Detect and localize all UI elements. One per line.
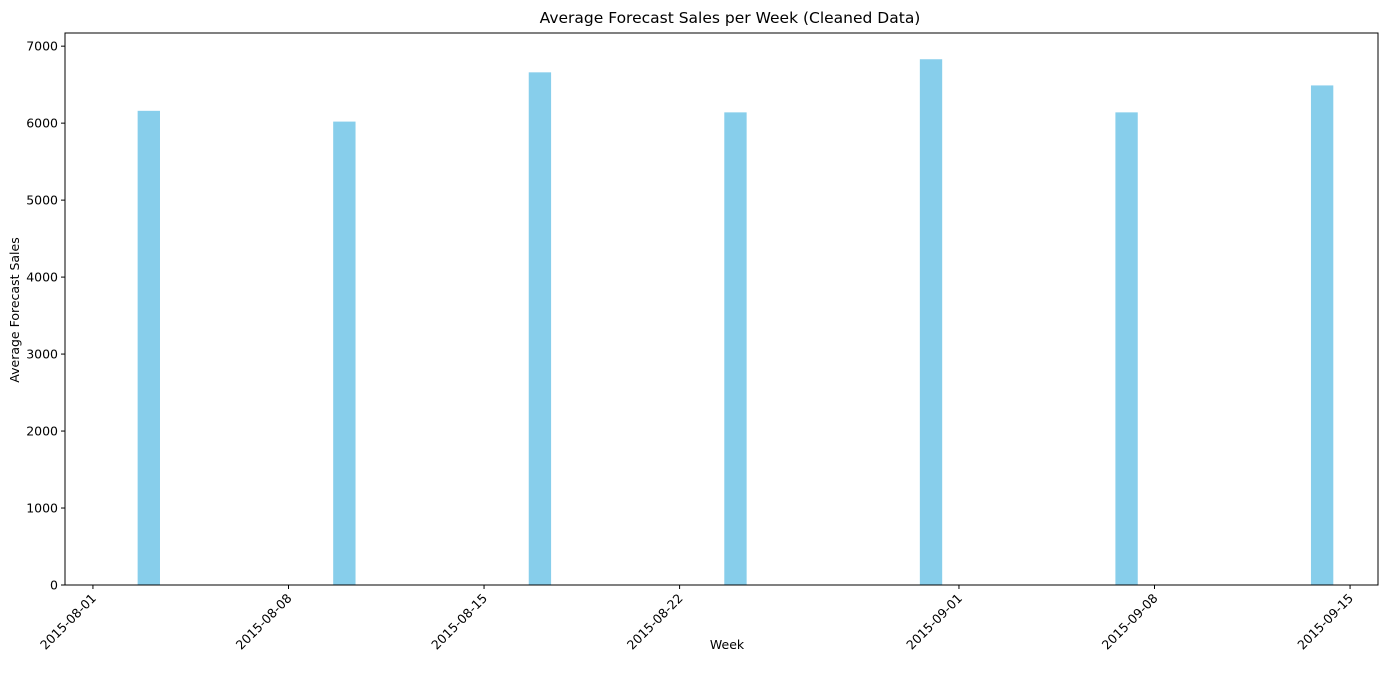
x-axis-label: Week: [710, 637, 745, 652]
bar-2015-09-14: [1310, 85, 1334, 585]
x-tick-label: 2015-08-15: [428, 591, 490, 653]
y-tick-label: 7000: [26, 39, 58, 54]
y-tick-label: 1000: [26, 501, 58, 516]
x-tick-label: 2015-08-08: [233, 590, 295, 652]
bar-2015-08-03: [137, 110, 160, 585]
bar-2015-08-10: [333, 121, 356, 586]
y-tick-label: 6000: [26, 116, 58, 131]
bar-2015-09-07: [1115, 112, 1138, 586]
x-tick-label: 2015-09-08: [1099, 590, 1161, 652]
y-tick-label: 4000: [26, 270, 58, 285]
bar-2015-08-17: [528, 72, 552, 586]
x-axis: 2015-08-01 2015-08-08 2015-08-15 2015-08-22…: [37, 585, 1356, 652]
bars-group: [137, 59, 1334, 586]
y-tick-label: 0: [50, 578, 58, 593]
x-tick-label: 2015-09-15: [1294, 591, 1356, 653]
y-axis-label: Average Forecast Sales: [7, 237, 22, 382]
bar-2015-08-24: [724, 112, 747, 586]
x-tick-label: 2015-08-01: [37, 591, 99, 653]
y-tick-label: 2000: [26, 424, 58, 439]
x-tick-label: 2015-08-22: [624, 591, 686, 653]
x-tick-label: 2015-09-01: [903, 591, 965, 653]
plot-frame: [64, 32, 1379, 586]
y-axis: 0 1000 2000 3000 4000 5000 6000 7000: [26, 39, 65, 593]
y-tick-label: 3000: [26, 347, 58, 362]
y-tick-label: 5000: [26, 193, 58, 208]
chart-title: Average Forecast Sales per Week (Cleaned…: [540, 9, 921, 27]
bar-2015-08-31: [919, 59, 943, 585]
